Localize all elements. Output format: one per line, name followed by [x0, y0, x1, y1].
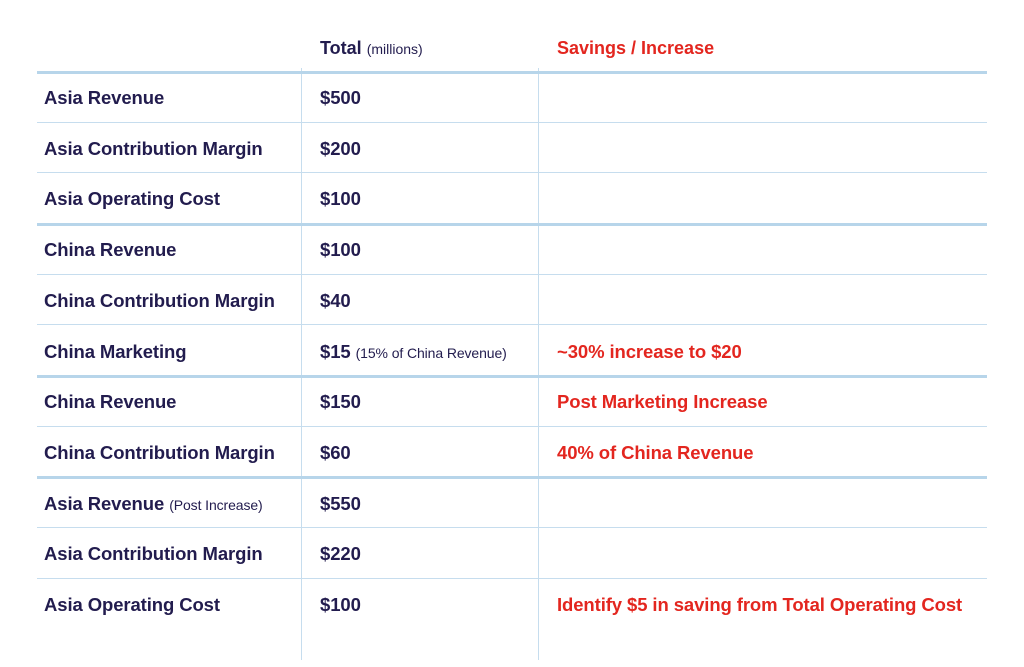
cell-metric: Asia Revenue	[44, 87, 164, 109]
column-divider	[538, 68, 539, 660]
header-total-note: (millions)	[366, 41, 423, 57]
table-row: China Revenue $100	[37, 224, 987, 275]
cell-metric: Asia Contribution Margin	[44, 138, 263, 160]
row-remark: Identify $5 in saving from Total Operati…	[557, 594, 963, 615]
cell-metric: China Revenue	[44, 239, 176, 261]
row-label: China Revenue	[44, 391, 177, 413]
table-row: Asia Revenue (Post Increase) $550	[37, 478, 987, 529]
cell-metric: China Contribution Margin	[44, 290, 275, 312]
table-row: Asia Contribution Margin $200	[37, 123, 987, 174]
row-value: $100	[320, 239, 361, 261]
cell-metric: Asia Contribution Margin	[44, 543, 263, 565]
header-savings-increase: Savings / Increase	[557, 38, 715, 58]
cell-total: $550	[320, 493, 361, 515]
row-label: China Contribution Margin	[44, 441, 275, 463]
table-header: Total (millions) Savings / Increase	[37, 30, 987, 72]
group-divider	[37, 476, 987, 480]
row-label: Asia Revenue	[44, 492, 165, 514]
table-row: Asia Operating Cost $100	[37, 173, 987, 225]
cell-metric: Asia Operating Cost	[44, 594, 220, 616]
column-divider	[301, 68, 302, 660]
row-label: Asia Revenue	[44, 87, 165, 108]
cell-total: $15 (15% of China Revenue)	[320, 341, 507, 363]
table-row: Asia Operating Cost $100 Identify $5 in …	[37, 579, 987, 630]
row-remark: Post Marketing Increase	[557, 391, 768, 413]
cell-total: $100	[320, 188, 361, 210]
group-divider	[37, 70, 987, 74]
table-row: China Contribution Margin $60 40% of Chi…	[37, 427, 987, 478]
row-value: $40	[320, 289, 351, 311]
cell-savings-increase: 40% of China Revenue	[557, 441, 754, 464]
header-total-label: Total	[320, 38, 362, 58]
row-value: $220	[320, 543, 361, 565]
row-label: China Marketing	[44, 340, 187, 362]
cell-metric: China Marketing	[44, 340, 187, 363]
row-label: Asia Contribution Margin	[44, 137, 263, 159]
cell-total: $100	[320, 239, 361, 261]
row-value: $60	[320, 441, 351, 463]
cell-total: $100	[320, 594, 361, 616]
cell-metric: China Revenue	[44, 391, 176, 413]
cell-total: $60	[320, 442, 351, 464]
table-row: Asia Revenue $500	[37, 72, 987, 123]
row-value-note: (15% of China Revenue)	[355, 344, 507, 361]
cell-metric: Asia Revenue (Post Increase)	[44, 493, 263, 515]
row-value: $150	[320, 391, 361, 413]
row-value: $100	[320, 188, 361, 210]
cell-total: $200	[320, 138, 361, 160]
row-label: Asia Operating Cost	[44, 188, 220, 210]
cell-total: $500	[320, 87, 361, 109]
table-row: China Contribution Margin $40	[37, 275, 987, 326]
group-divider	[37, 222, 987, 226]
row-value: $15	[320, 340, 351, 362]
row-label: China Revenue	[44, 239, 177, 261]
row-label: Asia Operating Cost	[44, 594, 220, 615]
header-total: Total (millions)	[320, 38, 423, 59]
cell-savings-increase: Post Marketing Increase	[557, 391, 768, 413]
row-value: $200	[320, 137, 361, 159]
cell-total: $40	[320, 290, 351, 312]
cell-savings-increase: Identify $5 in saving from Total Operati…	[557, 594, 962, 616]
table-row: Asia Contribution Margin $220	[37, 528, 987, 579]
row-remark: 40% of China Revenue	[557, 441, 754, 463]
row-label: Asia Contribution Margin	[44, 543, 263, 565]
table-row: China Marketing $15 (15% of China Revenu…	[37, 326, 987, 377]
row-remark: ~30% increase to $20	[557, 340, 742, 362]
cell-metric: China Contribution Margin	[44, 442, 275, 464]
table-row: China Revenue $150 Post Marketing Increa…	[37, 376, 987, 427]
cell-total: $150	[320, 391, 361, 413]
cell-metric: Asia Operating Cost	[44, 188, 220, 210]
row-label: China Contribution Margin	[44, 289, 275, 311]
row-value: $100	[320, 594, 361, 615]
cell-total: $220	[320, 543, 361, 565]
row-label-note: (Post Increase)	[169, 496, 263, 513]
group-divider	[37, 374, 987, 378]
cell-savings-increase: ~30% increase to $20	[557, 341, 742, 363]
row-value: $500	[320, 87, 361, 108]
row-value: $550	[320, 492, 361, 514]
